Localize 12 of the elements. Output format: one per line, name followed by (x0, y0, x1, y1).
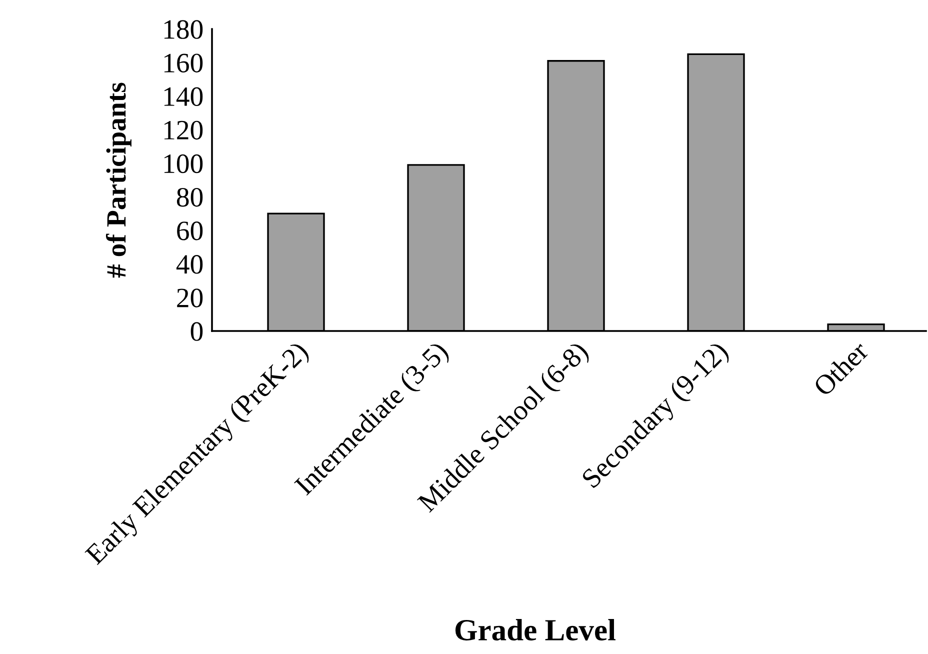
y-tick-label: 140 (164, 87, 203, 106)
y-tick-label: 0 (190, 322, 203, 341)
y-tick-label: 120 (164, 120, 203, 140)
y-tick-label: 40 (176, 255, 203, 274)
y-tick-label: 180 (164, 20, 203, 39)
x-axis-title: Grade Level (455, 619, 616, 641)
y-tick-label: 60 (177, 222, 203, 240)
y-tick-label: 100 (164, 154, 203, 174)
y-tick-label: 20 (177, 288, 203, 308)
y-axis-title: # of Participants (106, 82, 132, 278)
y-tick-label: 160 (164, 54, 203, 72)
y-tick-label: 80 (176, 188, 203, 207)
